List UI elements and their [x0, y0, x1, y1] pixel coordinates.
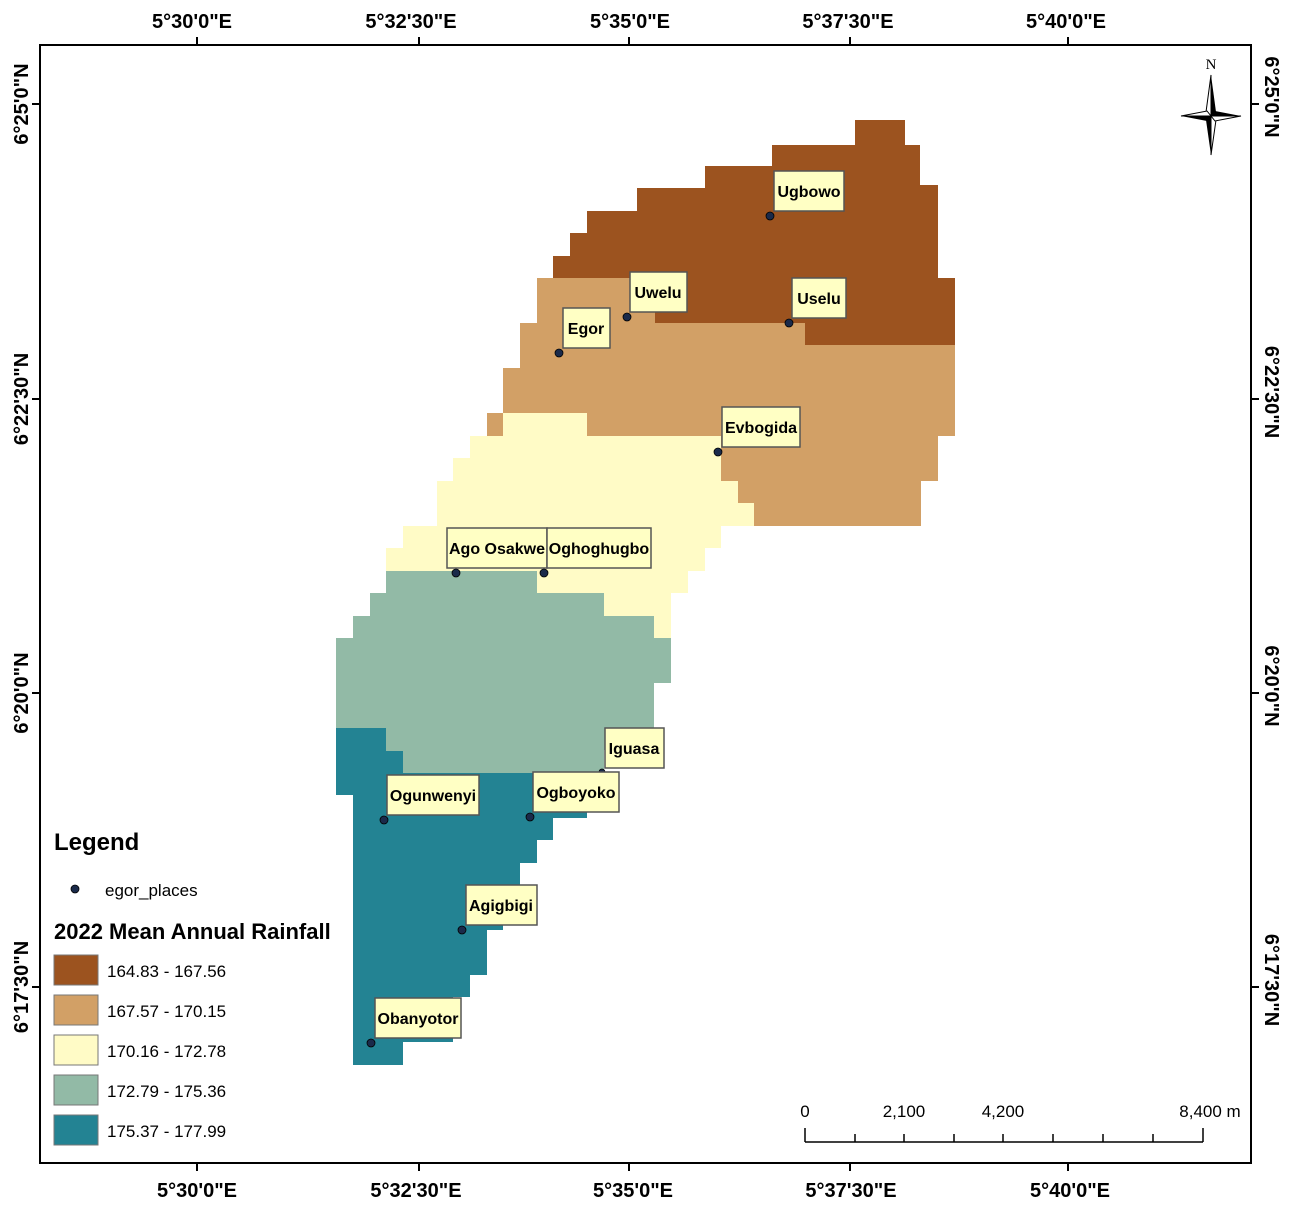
place-markers: Ugbowo Uwelu Uselu Egor Evbogida Ago Osa… — [366, 170, 847, 1048]
place-label: Ugbowo — [777, 184, 840, 201]
place-ogunwenyi[interactable]: Ogunwenyi — [379, 774, 480, 825]
place-label-box — [791, 277, 847, 319]
left-tick-label: 6°25'0"N — [11, 63, 33, 144]
place-point — [379, 815, 389, 825]
place-ugbowo[interactable]: Ugbowo — [765, 170, 845, 221]
place-label: Ogboyoko — [536, 785, 615, 802]
zone-167-57 — [503, 278, 955, 526]
place-label: Uwelu — [634, 285, 681, 302]
right-tick-labels: 6°25'0"N 6°22'30"N 6°20'0"N 6°17'30"N — [1260, 56, 1282, 1026]
top-tick-label: 5°32'30"E — [365, 11, 456, 33]
right-tick-label: 6°20'0"N — [1260, 645, 1282, 726]
place-point — [622, 312, 632, 322]
place-label: Ago Osakwe — [449, 541, 545, 558]
bottom-tick-label: 5°32'30"E — [370, 1180, 461, 1202]
legend-class-label: 170.16 - 172.78 — [107, 1042, 226, 1061]
scale-bar: 0 2,100 4,200 8,400 m — [800, 1102, 1241, 1143]
bottom-tick-label: 5°30'0"E — [157, 1180, 237, 1202]
bottom-tick-label: 5°37'30"E — [805, 1180, 896, 1202]
place-point — [784, 318, 794, 328]
left-tick-label: 6°20'0"N — [11, 652, 33, 733]
bottom-tick-label: 5°35'0"E — [593, 1180, 673, 1202]
legend-swatch — [53, 1034, 99, 1066]
top-tick-label: 5°35'0"E — [590, 11, 670, 33]
north-arrow-icon: N — [1180, 57, 1242, 156]
map-frame — [39, 44, 1252, 1164]
scale-label: 4,200 — [982, 1102, 1025, 1121]
place-label-box — [532, 771, 620, 813]
place-label: Evbogida — [725, 420, 797, 437]
legend-class-label: 172.79 - 175.36 — [107, 1082, 226, 1101]
bottom-tick-label: 5°40'0"E — [1030, 1180, 1110, 1202]
place-label-box — [465, 884, 538, 926]
place-point — [457, 925, 467, 935]
zone-170-16 — [386, 413, 754, 638]
place-obanyotor[interactable]: Obanyotor — [366, 997, 462, 1048]
place-label: Agigbigi — [469, 898, 533, 915]
place-label: Uselu — [797, 291, 841, 308]
right-tick-label: 6°17'30"N — [1260, 934, 1282, 1026]
left-tick-labels: 6°25'0"N 6°22'30"N 6°20'0"N 6°17'30"N — [11, 63, 33, 1033]
legend-title: Legend — [54, 829, 139, 856]
legend: Legend egor_places 2022 Mean Annual Rain… — [53, 829, 331, 1146]
scale-label: 8,400 m — [1179, 1102, 1240, 1121]
scale-label: 2,100 — [883, 1102, 926, 1121]
place-label: Egor — [568, 321, 604, 338]
place-label-box — [546, 527, 652, 569]
left-tick-label: 6°17'30"N — [11, 941, 33, 1033]
place-oghoghugbo[interactable]: Oghoghugbo — [539, 527, 652, 578]
rainfall-zones — [336, 120, 955, 1065]
legend-class-label: 164.83 - 167.56 — [107, 962, 226, 981]
place-point — [765, 211, 775, 221]
legend-rainfall-title: 2022 Mean Annual Rainfall — [54, 919, 331, 944]
top-tick-label: 5°30'0"E — [152, 11, 232, 33]
graticule-ticks — [32, 37, 1259, 1171]
legend-class-label: 167.57 - 170.15 — [107, 1002, 226, 1021]
place-label-box — [721, 406, 801, 448]
place-label-box — [386, 774, 480, 816]
zone-167-57-fragment — [487, 413, 503, 436]
place-label: Obanyotor — [378, 1011, 459, 1028]
legend-swatch — [53, 1074, 99, 1106]
legend-swatch — [53, 994, 99, 1026]
place-label-box — [773, 170, 845, 212]
scale-label: 0 — [800, 1102, 809, 1121]
place-point — [451, 568, 461, 578]
place-point — [554, 348, 564, 358]
legend-swatch — [53, 1114, 99, 1146]
top-tick-label: 5°40'0"E — [1026, 11, 1106, 33]
legend-places-label: egor_places — [105, 881, 198, 900]
top-tick-label: 5°37'30"E — [802, 11, 893, 33]
place-label-box — [562, 307, 611, 349]
legend-place-point — [70, 884, 80, 894]
place-egor[interactable]: Egor — [554, 307, 611, 358]
right-tick-label: 6°25'0"N — [1260, 56, 1282, 137]
left-tick-label: 6°22'30"N — [11, 353, 33, 445]
zone-172-79 — [336, 571, 671, 773]
place-iguasa[interactable]: Iguasa — [598, 727, 665, 776]
place-label: Ogunwenyi — [390, 788, 476, 805]
place-uselu[interactable]: Uselu — [784, 277, 847, 328]
place-point — [366, 1038, 376, 1048]
place-agigbigi[interactable]: Agigbigi — [457, 884, 538, 935]
place-label-box — [374, 997, 462, 1039]
place-ogboyoko[interactable]: Ogboyoko — [525, 771, 620, 822]
place-evbogida[interactable]: Evbogida — [713, 406, 801, 457]
north-label: N — [1206, 57, 1217, 73]
place-label-box — [629, 271, 688, 313]
place-uwelu[interactable]: Uwelu — [622, 271, 688, 322]
place-label: Oghoghugbo — [549, 541, 650, 558]
place-label: Iguasa — [609, 741, 660, 758]
right-tick-label: 6°22'30"N — [1260, 346, 1282, 438]
bottom-tick-labels: 5°30'0"E 5°32'30"E 5°35'0"E 5°37'30"E 5°… — [157, 1180, 1110, 1202]
legend-swatch — [53, 954, 99, 986]
place-point — [713, 447, 723, 457]
place-point — [525, 812, 535, 822]
top-tick-labels: 5°30'0"E 5°32'30"E 5°35'0"E 5°37'30"E 5°… — [152, 11, 1106, 33]
place-label-box — [604, 727, 665, 769]
place-point — [539, 568, 549, 578]
legend-class-label: 175.37 - 177.99 — [107, 1122, 226, 1141]
